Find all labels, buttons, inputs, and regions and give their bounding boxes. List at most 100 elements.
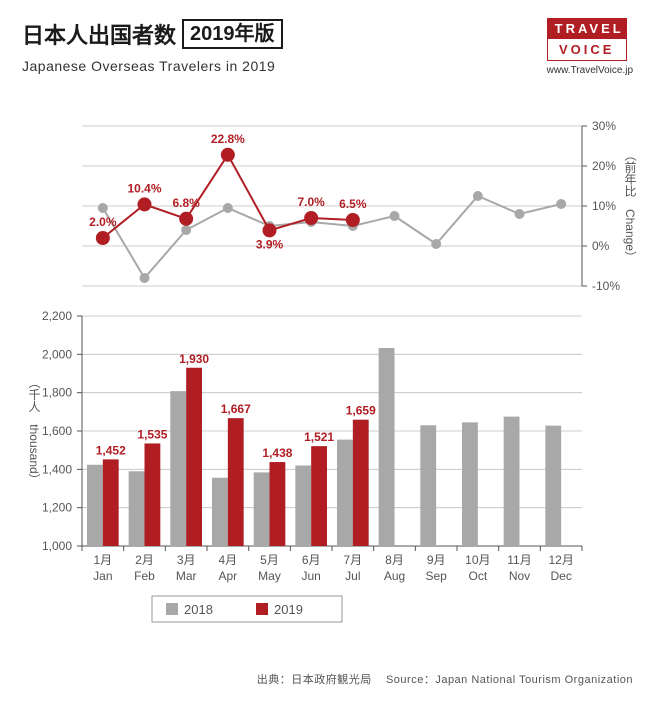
month-label-en: Oct (468, 569, 487, 583)
line-2018-marker (556, 199, 566, 209)
subtitle: Japanese Overseas Travelers in 2019 (22, 58, 283, 74)
month-label-jp: 4月 (218, 553, 237, 567)
line-2019-marker (346, 213, 360, 227)
logo-url: www.TravelVoice.jp (547, 65, 633, 76)
bar-2018 (504, 417, 520, 546)
month-label-jp: 9月 (427, 553, 446, 567)
bar-2018 (170, 391, 186, 546)
month-label-jp: 8月 (385, 553, 404, 567)
month-label-jp: 5月 (260, 553, 279, 567)
bar-2019-label: 1,521 (304, 430, 334, 444)
line-ytick: 0% (592, 239, 610, 253)
bar-2019-label: 1,452 (96, 443, 126, 457)
line-ytick: 30% (592, 119, 616, 133)
month-label-en: Apr (218, 569, 237, 583)
line-2019-marker (179, 212, 193, 226)
header: 日本人出国者数 2019年版 Japanese Overseas Travele… (22, 18, 633, 76)
bar-ytick: 1,600 (42, 424, 72, 438)
bar-2019-label: 1,659 (346, 404, 376, 418)
bar-2018 (87, 465, 103, 546)
bar-y-axis-label: （千人 thousand） (27, 376, 41, 485)
legend-swatch (166, 603, 178, 615)
month-label-en: Jun (301, 569, 320, 583)
month-label-jp: 2月 (135, 553, 154, 567)
bar-2019 (353, 420, 369, 546)
line-2018-marker (473, 191, 483, 201)
year-badge: 2019年版 (182, 19, 283, 49)
chart-svg: -10%0%10%20%30%（前年比 Change）2.0%10.4%6.8%… (22, 116, 622, 646)
month-label-en: Aug (384, 569, 405, 583)
line-2019-marker (263, 223, 277, 237)
line-2019-label: 3.9% (256, 237, 284, 251)
month-label-en: May (258, 569, 281, 583)
month-label-jp: 6月 (302, 553, 321, 567)
line-2019-label: 2.0% (89, 215, 117, 229)
line-2018-marker (181, 225, 191, 235)
bar-2018 (212, 478, 228, 546)
month-label-jp: 7月 (343, 553, 362, 567)
line-2018-marker (431, 239, 441, 249)
line-ytick: 10% (592, 199, 616, 213)
month-label-en: Nov (509, 569, 530, 583)
main-title: 日本人出国者数 2019年版 (22, 18, 283, 50)
month-label-en: Feb (134, 569, 155, 583)
line-2018-marker (390, 211, 400, 221)
bar-2019-label: 1,535 (137, 427, 167, 441)
line-2019-marker (138, 197, 152, 211)
line-2019-marker (96, 231, 110, 245)
bar-ytick: 2,000 (42, 347, 72, 361)
bar-ytick: 1,200 (42, 501, 72, 515)
title-jp: 日本人出国者数 (22, 18, 176, 50)
month-label-en: Jul (345, 569, 360, 583)
line-ytick: 20% (592, 159, 616, 173)
bar-ytick: 1,000 (42, 539, 72, 553)
bar-2018 (545, 426, 561, 546)
month-label-jp: 12月 (548, 553, 573, 567)
bar-2018 (295, 466, 311, 547)
bar-2019 (228, 418, 244, 546)
bar-2018 (337, 440, 353, 546)
legend-label: 2018 (184, 602, 213, 617)
line-y-axis-label: （前年比 Change） (623, 149, 637, 263)
bar-ytick: 2,200 (42, 309, 72, 323)
source-en: Source：Japan National Tourism Organizati… (386, 674, 633, 686)
line-2019-label: 22.8% (211, 132, 245, 146)
legend-label: 2019 (274, 602, 303, 617)
month-label-en: Dec (550, 569, 571, 583)
source-jp: 出典：日本政府観光局 (257, 674, 372, 686)
month-label-jp: 10月 (465, 553, 490, 567)
bar-2019-label: 1,930 (179, 352, 209, 366)
bar-2018 (129, 471, 145, 546)
legend-swatch (256, 603, 268, 615)
line-2019-marker (221, 148, 235, 162)
line-2019-label: 7.0% (297, 195, 325, 209)
line-2019-label: 6.5% (339, 197, 367, 211)
bar-2019 (270, 462, 286, 546)
bar-2018 (462, 422, 478, 546)
line-2019-marker (304, 211, 318, 225)
source-line: 出典：日本政府観光局 Source：Japan National Tourism… (257, 671, 633, 687)
title-block: 日本人出国者数 2019年版 Japanese Overseas Travele… (22, 18, 283, 74)
bar-2019 (145, 443, 161, 546)
line-2019-label: 10.4% (127, 181, 161, 195)
month-label-jp: 3月 (177, 553, 196, 567)
chart-area: -10%0%10%20%30%（前年比 Change）2.0%10.4%6.8%… (22, 116, 622, 606)
line-ytick: -10% (592, 279, 620, 293)
month-label-en: Mar (176, 569, 197, 583)
bar-2019 (186, 368, 202, 546)
bar-ytick: 1,400 (42, 462, 72, 476)
month-label-en: Sep (425, 569, 447, 583)
legend-box (152, 596, 342, 622)
logo-bottom: VOICE (547, 38, 627, 61)
bar-2019-label: 1,438 (262, 446, 292, 460)
bar-2019-label: 1,667 (221, 402, 251, 416)
line-2018-marker (140, 273, 150, 283)
bar-ytick: 1,800 (42, 386, 72, 400)
line-2018-marker (515, 209, 525, 219)
logo-block: TRAVEL VOICE www.TravelVoice.jp (547, 18, 633, 76)
month-label-en: Jan (93, 569, 112, 583)
line-2019-label: 6.8% (172, 196, 200, 210)
line-2018-marker (223, 203, 233, 213)
line-2018-marker (98, 203, 108, 213)
bar-2018 (379, 348, 395, 546)
